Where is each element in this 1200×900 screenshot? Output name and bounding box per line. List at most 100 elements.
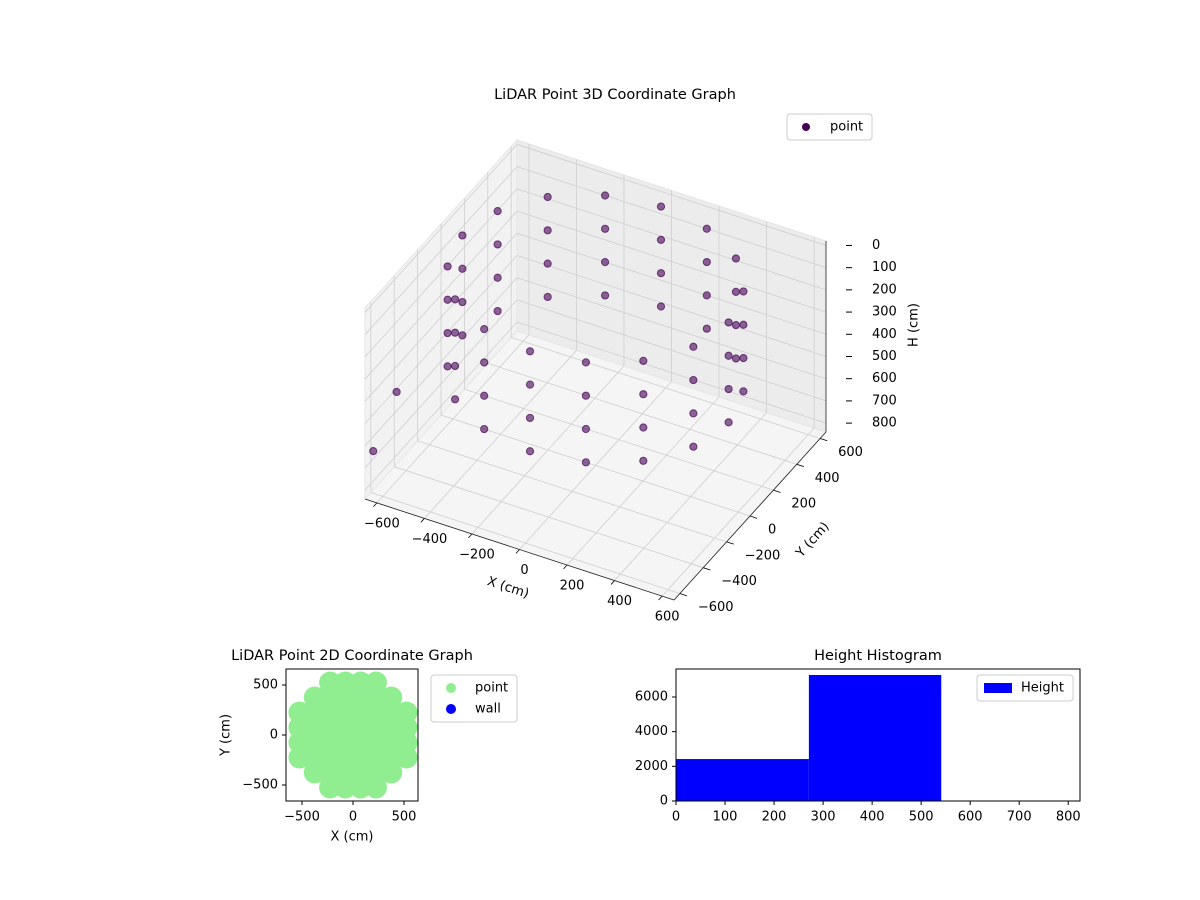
grid-line	[487, 362, 797, 465]
point	[639, 356, 648, 365]
legend-box	[976, 674, 1074, 702]
point	[458, 297, 467, 307]
point	[380, 686, 403, 709]
point	[458, 331, 467, 340]
x-tick-label: 600	[958, 810, 983, 825]
grid-line	[364, 210, 518, 380]
legend-label: wall	[475, 702, 501, 717]
x-tick-label: 500	[392, 810, 417, 825]
x-tick-label: −400	[412, 532, 448, 547]
tick-mark	[468, 533, 473, 539]
y-tick-label: 200	[791, 497, 816, 512]
point	[724, 351, 733, 360]
legend-marker	[802, 123, 810, 131]
point	[702, 257, 711, 267]
y-tick-label: −400	[721, 574, 757, 589]
grid-line	[464, 388, 774, 491]
tick-mark	[563, 564, 568, 570]
point	[458, 231, 467, 240]
grid-line	[364, 166, 518, 335]
x-tick-label: 200	[560, 579, 585, 594]
point	[702, 224, 711, 233]
y-axis-label: Y (cm)	[793, 519, 833, 561]
point	[450, 328, 460, 337]
y-tick-label: 6000	[635, 689, 668, 704]
z-tick-label: 300	[872, 305, 897, 320]
point	[656, 269, 666, 278]
chart-title: LiDAR Point 3D Coordinate Graph	[494, 87, 736, 103]
point	[493, 240, 502, 249]
point	[689, 342, 698, 351]
point	[689, 375, 698, 385]
point	[319, 671, 342, 694]
point	[303, 686, 326, 709]
point	[702, 324, 711, 333]
x-tick-label: 500	[909, 810, 934, 825]
point	[724, 384, 733, 394]
tick-mark	[373, 502, 378, 508]
grid-line	[516, 166, 827, 269]
x-tick-label: 200	[762, 810, 787, 825]
legend-label: Height	[1021, 681, 1064, 696]
grid-line	[417, 440, 727, 543]
y-tick-label: 0	[270, 728, 278, 743]
x-tick-label: −200	[459, 547, 495, 562]
grid-line	[364, 277, 518, 446]
plot-area	[288, 671, 418, 799]
point	[349, 671, 372, 694]
grid-line	[516, 321, 827, 424]
x-tick-label: 600	[655, 610, 680, 625]
point	[450, 295, 460, 304]
x-tick-label: 0	[672, 810, 680, 825]
y-tick-label: 2000	[635, 759, 668, 774]
axis-line	[364, 498, 675, 601]
point	[739, 387, 748, 396]
tick-mark	[703, 567, 711, 571]
legend-label: point	[475, 681, 508, 696]
grid-line	[364, 188, 518, 358]
point	[600, 291, 610, 300]
grid-line	[516, 299, 827, 402]
point	[724, 418, 733, 427]
point	[731, 254, 741, 263]
y-tick-label: −200	[745, 548, 781, 563]
point	[739, 320, 748, 329]
z-tick-label: 600	[872, 371, 897, 386]
x-tick-label: 400	[607, 594, 632, 609]
point	[724, 318, 733, 327]
point	[480, 325, 489, 334]
point	[656, 235, 666, 244]
z-axis-label: H (cm)	[907, 303, 922, 347]
y-axis-label: Y (cm)	[219, 714, 234, 757]
chart-title: LiDAR Point 2D Coordinate Graph	[231, 648, 473, 664]
point	[395, 701, 418, 724]
tick-mark	[820, 438, 828, 442]
bar	[676, 759, 809, 801]
grid-line	[516, 277, 827, 380]
point	[525, 413, 535, 423]
y-tick-label: 500	[253, 678, 278, 693]
x-tick-label: 800	[1056, 810, 1081, 825]
grid-line	[364, 144, 518, 313]
point	[731, 354, 741, 363]
x-axis-label: X (cm)	[331, 830, 374, 845]
y-tick-label: 400	[815, 471, 840, 486]
x-axis-label: X (cm)	[485, 574, 531, 602]
point	[581, 391, 591, 400]
grid-line	[516, 188, 827, 291]
z-tick-label: 100	[872, 260, 897, 275]
x-tick-label: 0	[349, 810, 357, 825]
point	[639, 423, 648, 432]
point	[656, 302, 666, 311]
point	[689, 442, 698, 451]
y-tick-label: 600	[838, 445, 863, 460]
legend-label: point	[830, 120, 863, 135]
point	[443, 362, 452, 371]
tick-mark	[515, 549, 520, 554]
point	[480, 358, 489, 367]
point	[525, 447, 535, 456]
grid-line	[364, 299, 518, 469]
tick-mark	[420, 518, 425, 523]
point	[493, 273, 502, 282]
